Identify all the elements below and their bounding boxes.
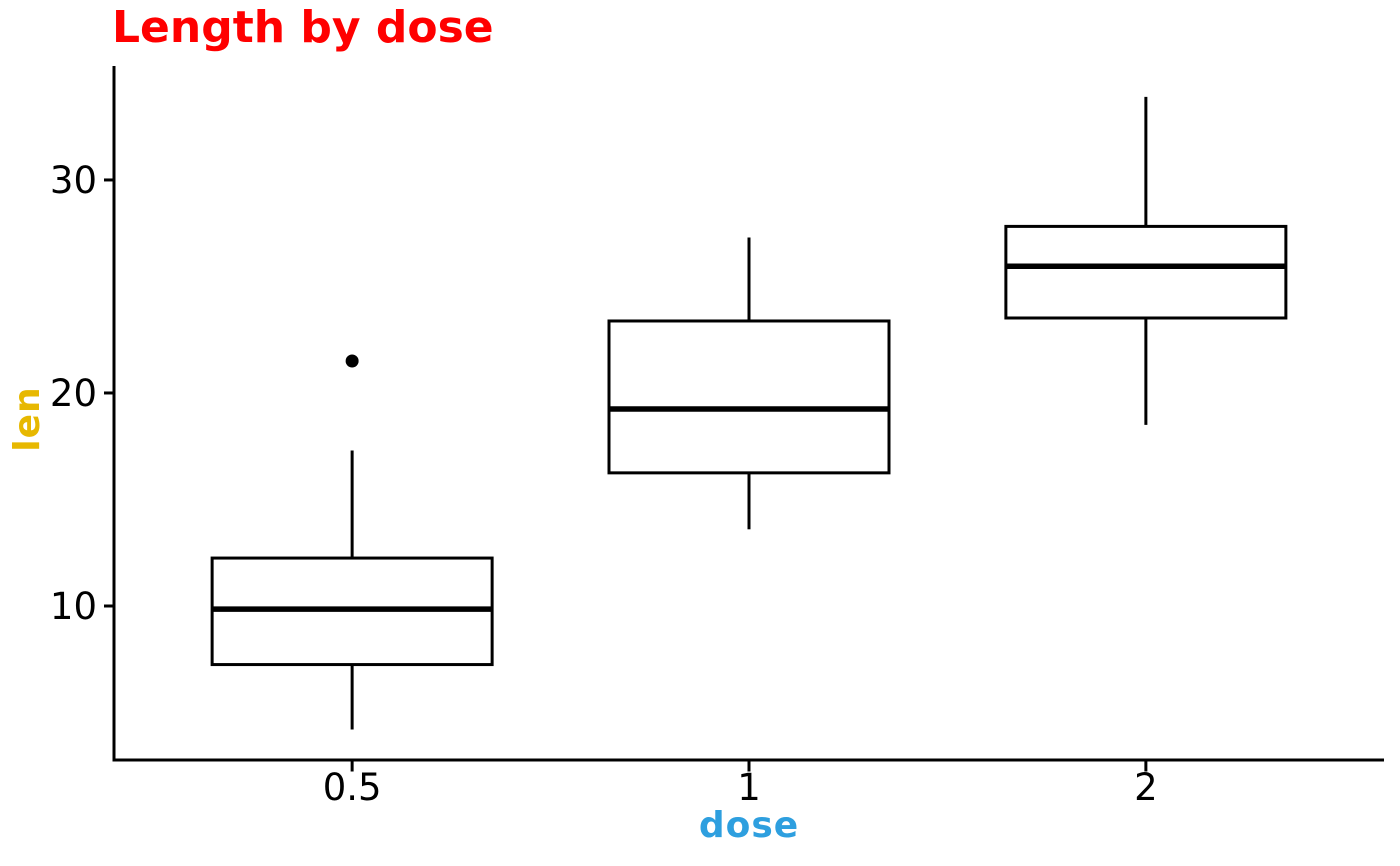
y-tick-label: 30 xyxy=(50,159,97,202)
x-axis-label: dose xyxy=(698,805,800,846)
outlier-point xyxy=(345,354,359,368)
boxplot-box xyxy=(1004,224,1288,320)
x-tick-label: 2 xyxy=(1134,766,1158,809)
chart-title: Length by dose xyxy=(112,2,494,53)
x-tick-label: 1 xyxy=(737,766,761,809)
y-tick-label: 10 xyxy=(50,585,97,628)
boxplot-box xyxy=(607,319,891,475)
x-tick-label: 0.5 xyxy=(323,766,382,809)
y-tick-label: 20 xyxy=(50,372,97,415)
